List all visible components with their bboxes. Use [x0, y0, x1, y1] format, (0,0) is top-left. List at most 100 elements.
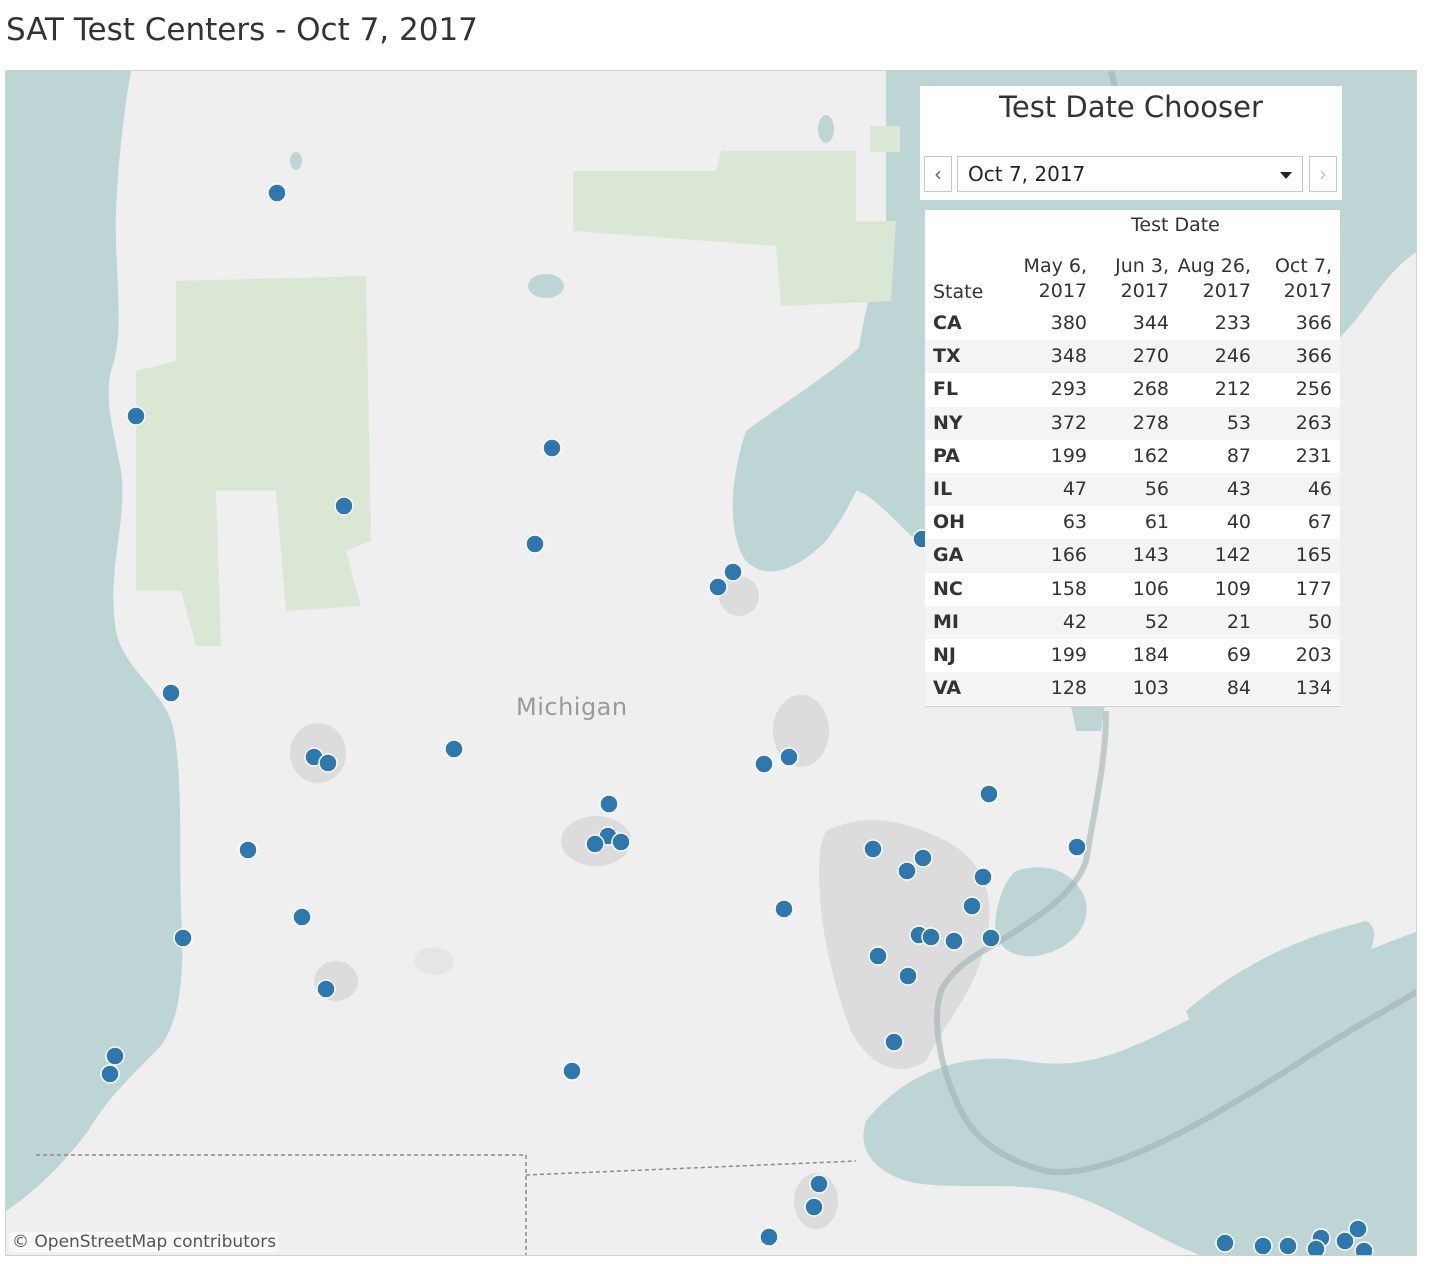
test-center-marker[interactable] — [779, 747, 799, 767]
state-cell: NJ — [933, 643, 956, 666]
table-row[interactable]: CA 380 344 233 366 — [925, 307, 1340, 340]
count-cell: 47 — [1062, 477, 1087, 500]
test-date-chooser: Test Date Chooser ‹ Oct 7, 2017 › — [920, 86, 1342, 200]
table-row[interactable]: IL 47 56 43 46 — [925, 472, 1340, 507]
test-center-marker[interactable] — [585, 834, 605, 854]
count-cell: 233 — [1214, 312, 1251, 334]
test-center-marker[interactable] — [1306, 1239, 1326, 1256]
table-row[interactable]: OH 63 61 40 67 — [925, 506, 1340, 539]
test-center-marker[interactable] — [774, 899, 794, 919]
test-center-marker[interactable] — [1253, 1236, 1273, 1255]
test-center-marker[interactable] — [173, 928, 193, 948]
test-center-marker[interactable] — [267, 183, 287, 203]
count-cell: 52 — [1144, 610, 1169, 633]
test-center-marker[interactable] — [913, 848, 933, 868]
count-cell: 231 — [1295, 444, 1332, 467]
count-cell: 366 — [1295, 312, 1332, 334]
test-center-marker[interactable] — [1278, 1236, 1298, 1255]
state-cell: TX — [933, 345, 961, 368]
count-cell: 165 — [1295, 544, 1332, 567]
urban-area — [719, 576, 759, 616]
test-center-marker[interactable] — [318, 753, 338, 773]
test-center-marker[interactable] — [804, 1197, 824, 1217]
test-center-marker[interactable] — [979, 784, 999, 804]
state-cell: MI — [933, 610, 959, 633]
count-cell: 380 — [1050, 312, 1087, 334]
count-cell: 63 — [1062, 511, 1087, 534]
table-row[interactable]: GA 166 143 142 165 — [925, 539, 1340, 573]
prev-date-button[interactable]: ‹ — [924, 156, 952, 192]
test-center-marker[interactable] — [444, 739, 464, 759]
count-cell: 293 — [1050, 378, 1087, 401]
test-center-marker[interactable] — [944, 931, 964, 951]
table-row[interactable]: VA 128 103 84 134 — [925, 672, 1340, 706]
test-center-marker[interactable] — [334, 496, 354, 516]
count-cell: 21 — [1226, 610, 1251, 633]
region-label: Michigan — [516, 693, 628, 721]
count-cell: 199 — [1050, 643, 1087, 666]
count-cell: 40 — [1226, 511, 1251, 534]
test-center-marker[interactable] — [863, 839, 883, 859]
date-dropdown[interactable]: Oct 7, 2017 — [957, 156, 1303, 192]
count-cell: 263 — [1295, 411, 1332, 434]
table-row[interactable]: TX 348 270 246 366 — [925, 340, 1340, 374]
lake-michigan — [6, 71, 183, 1211]
table-row[interactable]: NC 158 106 109 177 — [925, 573, 1340, 606]
test-center-marker[interactable] — [126, 406, 146, 426]
test-center-marker[interactable] — [962, 896, 982, 916]
test-center-marker[interactable] — [884, 1032, 904, 1052]
map-attribution[interactable]: © OpenStreetMap contributors — [9, 1232, 280, 1252]
table-row[interactable]: NY 372 278 53 263 — [925, 406, 1340, 440]
test-center-marker[interactable] — [981, 928, 1001, 948]
test-center-marker[interactable] — [238, 840, 258, 860]
column-header: Aug 26, 2017 — [1177, 255, 1251, 302]
test-center-marker[interactable] — [921, 927, 941, 947]
test-center-marker[interactable] — [161, 683, 181, 703]
table-row[interactable]: PA 199 162 87 231 — [925, 440, 1340, 473]
count-cell: 53 — [1226, 411, 1251, 434]
test-center-marker[interactable] — [1348, 1219, 1368, 1239]
selected-date: Oct 7, 2017 — [968, 162, 1086, 186]
test-center-marker[interactable] — [754, 754, 774, 774]
test-center-marker[interactable] — [562, 1061, 582, 1081]
column-header: Oct 7, 2017 — [1274, 255, 1332, 302]
test-center-marker[interactable] — [292, 907, 312, 927]
test-center-marker[interactable] — [723, 562, 743, 582]
test-center-marker[interactable] — [809, 1174, 829, 1194]
next-date-button[interactable]: › — [1309, 156, 1337, 192]
count-cell: 199 — [1050, 444, 1087, 467]
count-cell: 56 — [1144, 477, 1169, 500]
count-cell: 42 — [1062, 610, 1087, 633]
test-center-marker[interactable] — [100, 1064, 120, 1084]
test-center-marker[interactable] — [708, 577, 728, 597]
count-cell: 84 — [1226, 677, 1251, 700]
test-center-marker[interactable] — [897, 861, 917, 881]
test-center-marker[interactable] — [973, 867, 993, 887]
test-center-marker[interactable] — [759, 1227, 779, 1247]
test-center-marker[interactable] — [542, 438, 562, 458]
table-row[interactable]: MI 42 52 21 50 — [925, 605, 1340, 639]
lake-erie-west — [1186, 921, 1375, 1036]
count-cell: 46 — [1307, 477, 1332, 500]
test-center-marker[interactable] — [1215, 1233, 1235, 1253]
test-center-marker[interactable] — [599, 794, 619, 814]
count-cell: 142 — [1214, 544, 1251, 567]
state-counts-table: Test Date May 6, 2017 Jun 3, 2017 Aug 26, 2… — [925, 210, 1340, 707]
count-cell: 372 — [1050, 411, 1087, 434]
test-center-marker[interactable] — [1354, 1241, 1374, 1256]
test-center-marker[interactable] — [1335, 1231, 1355, 1251]
test-center-marker[interactable] — [105, 1046, 125, 1066]
urban-area — [414, 947, 454, 975]
test-center-marker[interactable] — [316, 979, 336, 999]
table-row[interactable]: NJ 199 184 69 203 — [925, 639, 1340, 672]
test-center-marker[interactable] — [611, 832, 631, 852]
test-center-markers — [100, 183, 1374, 1256]
test-center-marker[interactable] — [525, 534, 545, 554]
table-row[interactable]: FL 293 268 212 256 — [925, 373, 1340, 406]
count-cell: 143 — [1132, 544, 1169, 567]
state-cell: NC — [933, 577, 963, 600]
column-header: Jun 3, 2017 — [1115, 255, 1169, 302]
test-center-marker[interactable] — [898, 966, 918, 986]
test-center-marker[interactable] — [1067, 837, 1087, 857]
test-center-marker[interactable] — [868, 946, 888, 966]
